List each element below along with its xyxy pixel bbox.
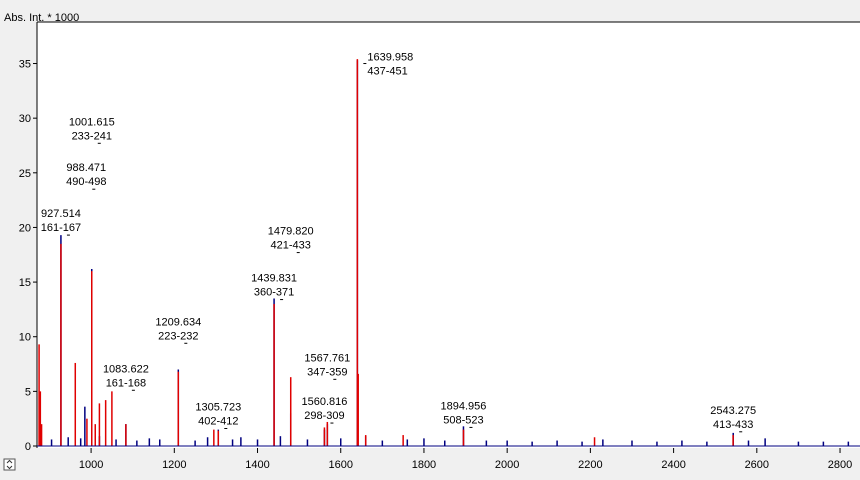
y-tick-label: 20 [19,222,31,234]
x-tick-label: 2800 [828,459,852,471]
annotation-mass: 1083.622 [103,363,149,375]
y-tick-label: 10 [19,332,31,344]
plot-area [37,22,860,448]
annotation-range: 161-167 [41,222,81,234]
y-tick-label: 0 [25,441,31,453]
y-axis-title: Abs. Int. * 1000 [4,12,79,24]
annotation-range: 402-412 [198,416,238,428]
annotation-mass: 1894.956 [441,400,487,412]
annotation-range: 298-309 [304,410,344,422]
annotation-range: 437-451 [367,66,407,78]
annotation-range: 347-359 [307,366,347,378]
annotation-mass: 1001.615 [69,116,115,128]
x-tick-label: 2200 [578,459,602,471]
toggle-button[interactable] [3,458,16,471]
x-tick-label: 1600 [328,459,352,471]
y-tick-label: 35 [19,59,31,71]
x-tick-label: 1000 [79,459,103,471]
y-tick-label: 15 [19,277,31,289]
annotation-range: 508-523 [443,414,483,426]
x-tick-label: 1800 [412,459,436,471]
y-tick-label: 25 [19,168,31,180]
annotation-range: 421-433 [271,240,311,252]
annotation-mass: 1439.831 [251,273,297,285]
y-tick-label: 30 [19,113,31,125]
annotation-mass: 2543.275 [710,405,756,417]
toggle-icon [6,459,13,470]
annotation-mass: 1209.634 [155,316,201,328]
x-tick-label: 1200 [162,459,186,471]
annotation-mass: 927.514 [41,208,81,220]
annotation-range: 223-232 [158,330,198,342]
annotation-mass: 988.471 [66,162,106,174]
annotation-range: 413-433 [713,419,753,431]
annotation-range: 161-168 [106,377,146,389]
annotation-mass: 1479.820 [268,226,314,238]
annotation-mass: 1305.723 [195,402,241,414]
x-tick-label: 2400 [661,459,685,471]
annotation-range: 490-498 [66,176,106,188]
x-tick-label: 2000 [495,459,519,471]
y-tick-label: 5 [25,386,31,398]
annotation-mass: 1567.761 [304,352,350,364]
annotation-mass: 1560.816 [301,396,347,408]
annotation-range: 233-241 [72,130,112,142]
x-tick-label: 1400 [245,459,269,471]
annotation-range: 360-371 [254,287,294,299]
x-tick-label: 2600 [745,459,769,471]
annotation-mass: 1639.958 [367,52,413,64]
